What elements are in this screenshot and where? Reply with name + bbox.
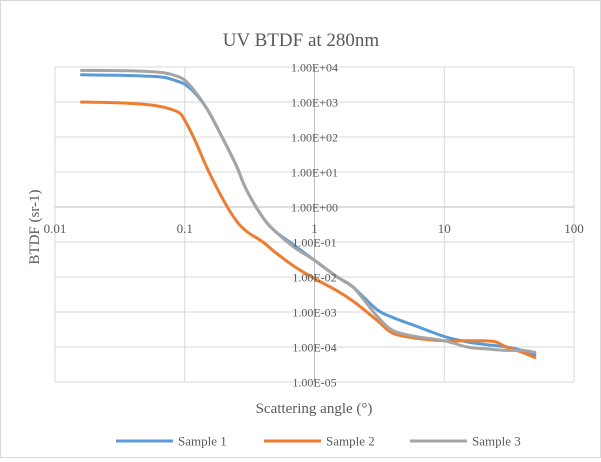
legend-label-3: Sample 3 (472, 434, 521, 449)
y-tick-label: 1.00E-03 (292, 306, 336, 320)
y-tick-label: 1.00E+00 (291, 201, 338, 215)
y-tick-label: 1.00E-05 (292, 376, 336, 390)
x-tick-label: 10 (438, 221, 451, 236)
y-tick-labels: 1.00E-05 1.00E-04 1.00E-03 1.00E-02 1.00E-01… (291, 61, 338, 390)
y-tick-label: 1.00E+03 (291, 96, 338, 110)
legend-label-2: Sample 2 (326, 434, 375, 449)
series-layer (80, 68, 537, 359)
legend-label-1: Sample 1 (178, 434, 227, 449)
x-axis-label: Scattering angle (°) (256, 401, 373, 417)
x-tick-label: 1 (311, 221, 318, 236)
y-tick-label: 1.00E-02 (292, 271, 336, 285)
x-tick-label: 0.1 (177, 221, 193, 236)
x-tick-labels: 0.01 0.1 1 10 100 (44, 221, 584, 236)
y-tick-label: 1.00E-01 (292, 236, 336, 250)
chart-title: UV BTDF at 280nm (223, 30, 380, 51)
legend: Sample 1 Sample 2 Sample 3 (116, 434, 521, 449)
series-line-2 (80, 100, 537, 359)
x-tick-label: 100 (564, 221, 584, 236)
y-tick-label: 1.00E+02 (291, 131, 338, 145)
y-tick-label: 1.00E-04 (292, 341, 336, 355)
y-axis-label: BTDF (sr-1) (27, 189, 43, 264)
x-tick-label: 0.01 (44, 221, 67, 236)
y-tick-label: 1.00E+04 (291, 61, 338, 75)
series-line-3 (80, 68, 537, 354)
y-tick-label: 1.00E+01 (291, 166, 338, 180)
